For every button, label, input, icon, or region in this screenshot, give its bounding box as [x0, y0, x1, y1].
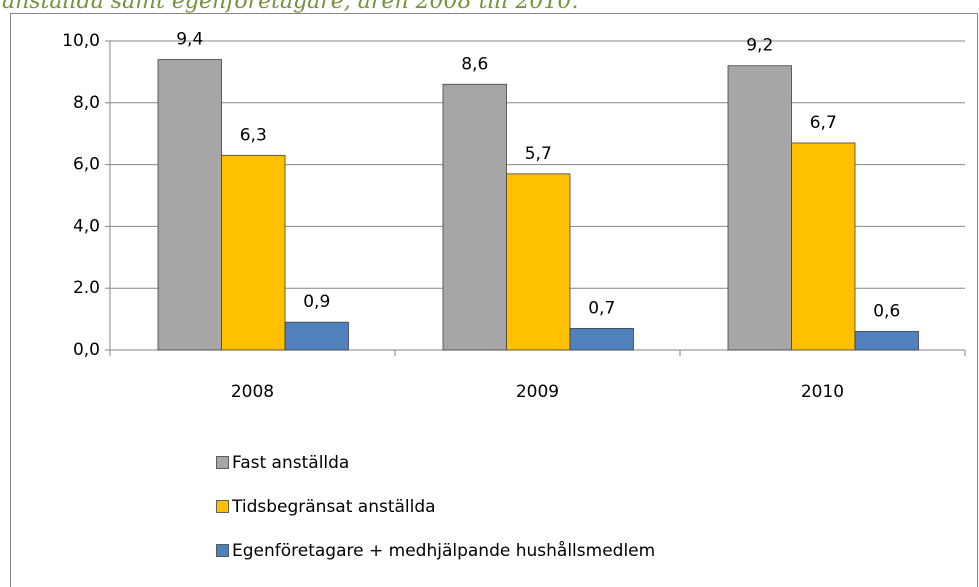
bar: [506, 173, 571, 351]
chart-title: anställda samt egenföretagare, åren 2008…: [2, 0, 579, 14]
bar: [442, 83, 507, 351]
x-tick-label: 2008: [231, 382, 274, 402]
data-label: 9,4: [176, 30, 203, 50]
data-label: 9,2: [746, 36, 773, 56]
legend-label: Fast anställda: [232, 453, 349, 473]
legend-swatch: [216, 544, 229, 557]
x-tick-label: 2009: [516, 382, 559, 402]
bar: [284, 321, 349, 351]
data-label: 0,7: [588, 298, 615, 318]
y-tick-label: 10,0: [62, 31, 100, 51]
y-tick-label: 0,0: [73, 340, 100, 360]
y-tick-label: 6,0: [73, 155, 100, 175]
legend-swatch: [216, 456, 229, 469]
bar: [854, 331, 919, 351]
data-label: 8,6: [461, 54, 488, 74]
data-label: 6,7: [810, 113, 837, 133]
data-label: 6,3: [240, 125, 267, 145]
data-label: 5,7: [525, 144, 552, 164]
y-tick-label: 4,0: [73, 216, 100, 236]
data-label: 0,6: [873, 301, 900, 321]
data-label: 0,9: [303, 292, 330, 312]
y-tick-label: 8,0: [73, 93, 100, 113]
bar: [157, 59, 222, 351]
bar: [791, 142, 856, 351]
legend-label: Tidsbegränsat anställda: [231, 497, 436, 517]
legend-swatch: [216, 500, 229, 513]
bar: [727, 65, 792, 351]
y-tick-label: 2.0: [73, 278, 100, 298]
legend-label: Egenföretagare + medhjälpande hushållsme…: [232, 540, 655, 561]
x-tick-label: 2010: [801, 382, 844, 402]
bar: [221, 154, 286, 351]
bar: [569, 327, 634, 351]
